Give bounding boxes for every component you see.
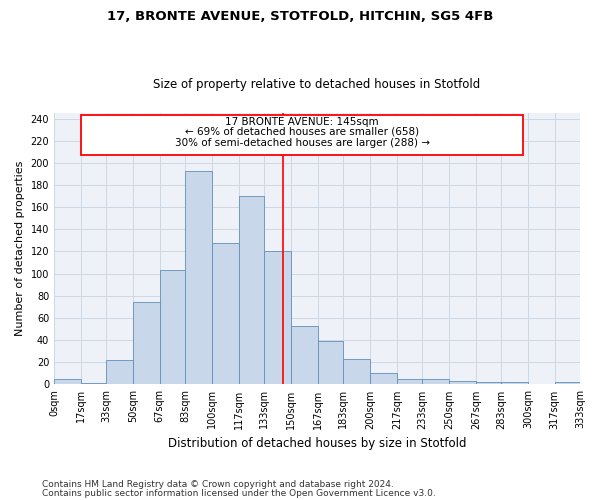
Bar	[133, 302, 160, 384]
Bar	[370, 374, 397, 384]
Title: Size of property relative to detached houses in Stotfold: Size of property relative to detached ho…	[154, 78, 481, 91]
Bar	[265, 252, 291, 384]
Text: Contains public sector information licensed under the Open Government Licence v3: Contains public sector information licen…	[42, 488, 436, 498]
Y-axis label: Number of detached properties: Number of detached properties	[15, 161, 25, 336]
Text: 17 BRONTE AVENUE: 145sqm: 17 BRONTE AVENUE: 145sqm	[225, 117, 379, 127]
Bar	[501, 382, 527, 384]
Bar	[422, 379, 449, 384]
Bar	[476, 382, 501, 384]
Bar	[239, 196, 264, 384]
Bar	[54, 379, 80, 384]
Bar	[397, 379, 422, 384]
Text: Contains HM Land Registry data © Crown copyright and database right 2024.: Contains HM Land Registry data © Crown c…	[42, 480, 394, 489]
Bar	[160, 270, 185, 384]
Bar	[212, 242, 239, 384]
Bar	[291, 326, 317, 384]
X-axis label: Distribution of detached houses by size in Stotfold: Distribution of detached houses by size …	[168, 437, 466, 450]
Bar	[318, 341, 343, 384]
FancyBboxPatch shape	[81, 115, 523, 155]
Text: 30% of semi-detached houses are larger (288) →: 30% of semi-detached houses are larger (…	[175, 138, 430, 148]
Bar	[106, 360, 133, 384]
Text: 17, BRONTE AVENUE, STOTFOLD, HITCHIN, SG5 4FB: 17, BRONTE AVENUE, STOTFOLD, HITCHIN, SG…	[107, 10, 493, 23]
Bar	[185, 170, 212, 384]
Bar	[555, 382, 580, 384]
Text: ← 69% of detached houses are smaller (658): ← 69% of detached houses are smaller (65…	[185, 127, 419, 137]
Bar	[343, 359, 370, 384]
Bar	[449, 381, 476, 384]
